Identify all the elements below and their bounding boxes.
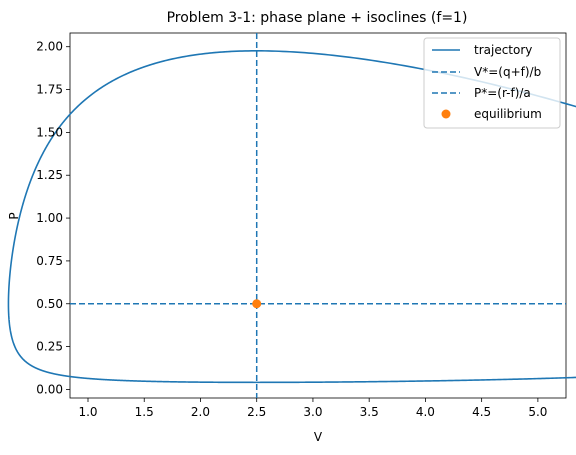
y-tick-label: 1.00 — [36, 211, 63, 225]
x-tick-label: 1.0 — [78, 405, 97, 419]
y-tick-label: 2.00 — [36, 40, 63, 54]
x-tick-label: 2.0 — [191, 405, 210, 419]
x-axis-label: V — [314, 430, 323, 444]
y-tick-label: 0.50 — [36, 297, 63, 311]
x-axis: 1.0 1.5 2.0 2.5 3.0 3.5 4.0 4.5 5.0 — [78, 398, 547, 419]
plot-frame — [69, 32, 567, 399]
y-tick-label: 1.75 — [36, 83, 63, 97]
legend-label-p-isocline: P*=(r-f)/a — [474, 86, 531, 100]
chart-title: Problem 3-1: phase plane + isoclines (f=… — [167, 10, 468, 26]
x-tick-label: 5.0 — [528, 405, 547, 419]
y-tick-label: 1.50 — [36, 125, 63, 139]
y-tick-label: 0.75 — [36, 254, 63, 268]
legend-swatch-equilibrium — [441, 109, 451, 119]
legend-label-trajectory: trajectory — [474, 43, 532, 57]
x-tick-label: 3.5 — [360, 405, 379, 419]
legend-label-v-isocline: V*=(q+f)/b — [474, 65, 541, 79]
y-axis: 0.00 0.25 0.50 0.75 1.00 1.25 1.50 1.75 2.00 — [36, 40, 70, 396]
y-tick-label: 0.25 — [36, 340, 63, 354]
y-tick-label: 1.25 — [36, 168, 63, 182]
x-tick-label: 2.5 — [247, 405, 266, 419]
y-axis-label: P — [7, 212, 21, 219]
legend: trajectory V*=(q+f)/b P*=(r-f)/a equilib… — [423, 37, 561, 129]
legend-label-equilibrium: equilibrium — [474, 107, 542, 121]
trajectory-line — [7, 50, 576, 384]
plot-area — [7, 32, 576, 399]
x-tick-label: 1.5 — [135, 405, 154, 419]
y-tick-label: 0.00 — [36, 382, 63, 396]
x-tick-label: 4.5 — [472, 405, 491, 419]
x-tick-label: 3.0 — [303, 405, 322, 419]
equilibrium-point — [252, 299, 262, 309]
legend-box — [423, 37, 561, 129]
x-tick-label: 4.0 — [416, 405, 435, 419]
